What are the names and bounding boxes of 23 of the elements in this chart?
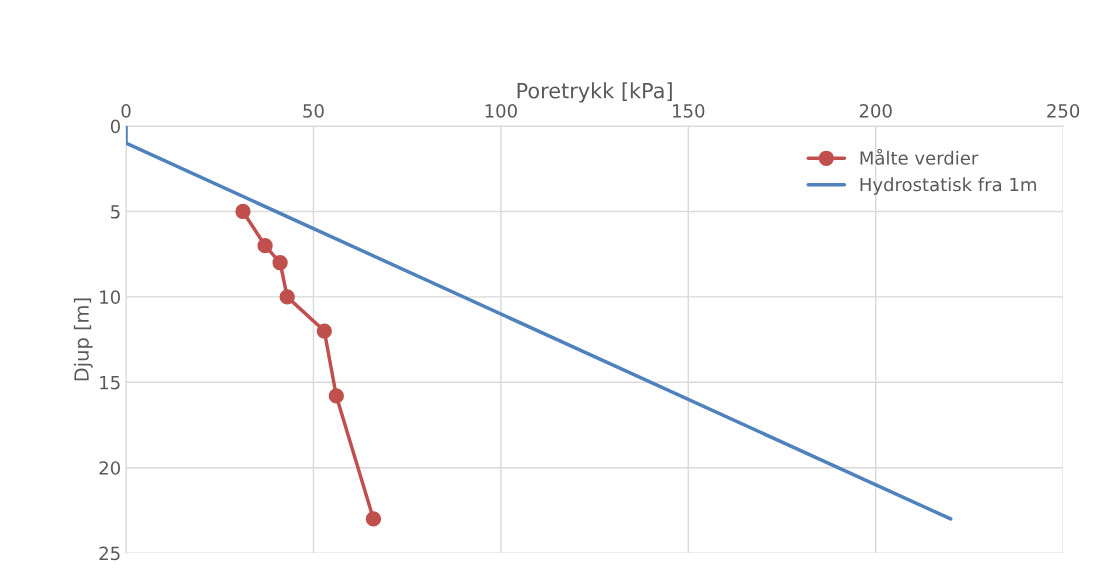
x-tick-label: 150	[673, 104, 705, 118]
x-tick-label: 0	[121, 104, 131, 118]
point	[272, 255, 288, 271]
point	[365, 511, 382, 527]
legend-label: Målte verdier	[860, 148, 979, 165]
x-axis-title: Poretrykk [kPa]	[517, 82, 672, 103]
y-tick-label: 15	[100, 375, 120, 390]
x-tick-label: 50	[303, 104, 324, 118]
y-tick-label: 0	[110, 119, 120, 134]
point	[257, 238, 273, 254]
legend-label: Hydrostatisk fra 1m	[860, 177, 1036, 195]
y-tick-label: 10	[100, 290, 120, 305]
point	[316, 323, 332, 339]
point	[279, 289, 295, 305]
point	[235, 203, 251, 220]
y-tick-label: 25	[99, 546, 120, 561]
x-tick-label: 200	[859, 104, 892, 118]
y-axis-title: Djup [m]	[73, 298, 93, 381]
x-tick-label: 250	[1047, 104, 1080, 118]
x-tick-label: 100	[485, 104, 517, 118]
y-tick-label: 5	[111, 205, 120, 219]
point	[328, 388, 344, 404]
y-tick-label: 20	[99, 461, 120, 475]
